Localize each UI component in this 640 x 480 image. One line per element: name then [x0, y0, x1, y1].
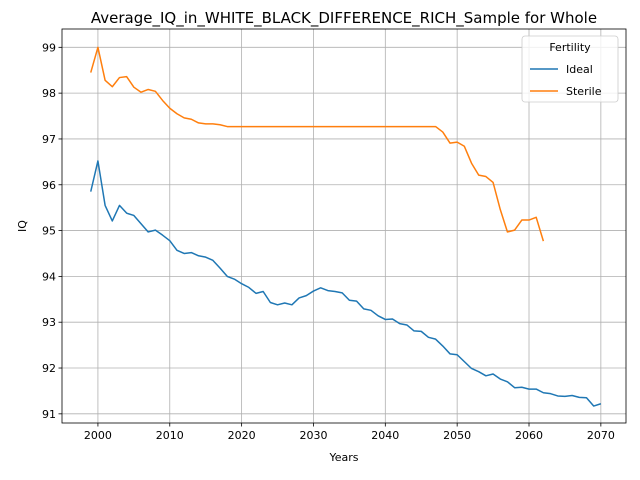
y-tick-label: 92	[42, 362, 56, 375]
legend-box	[521, 35, 619, 103]
x-tick-label: 2020	[228, 429, 256, 442]
series-line-sterile	[90, 46, 545, 242]
legend: Fertility Ideal Sterile	[521, 35, 619, 103]
legend-label-sterile: Sterile	[566, 85, 602, 98]
y-tick-label: 99	[42, 41, 56, 54]
x-axis-label: Years	[328, 451, 358, 464]
y-tick-label: 93	[42, 316, 56, 329]
x-tick-label: 2030	[299, 429, 327, 442]
chart-title: Average_IQ_in_WHITE_BLACK_DIFFERENCE_RIC…	[91, 9, 597, 28]
x-tick-label: 2040	[371, 429, 399, 442]
x-tick-label: 2010	[156, 429, 184, 442]
x-tick-label: 2060	[515, 429, 543, 442]
legend-title: Fertility	[549, 41, 591, 54]
y-axis-label: IQ	[16, 220, 29, 232]
y-tick-label: 91	[42, 408, 56, 421]
y-tick-label: 98	[42, 87, 56, 100]
plot-frame	[61, 28, 627, 424]
y-tick-label: 97	[42, 133, 56, 146]
series-lines	[90, 46, 602, 407]
x-tick-label: 2070	[587, 429, 615, 442]
x-tick-label: 2000	[84, 429, 112, 442]
series-line-ideal	[90, 160, 602, 407]
x-axis: 2000 2010 2020 2030 2040 2050 2060 2070	[84, 423, 615, 442]
y-axis: 91 92 93 94 95 96 97 98 99	[42, 41, 62, 421]
legend-label-ideal: Ideal	[566, 63, 593, 76]
y-tick-label: 96	[42, 179, 56, 192]
y-tick-label: 94	[42, 270, 56, 283]
x-tick-label: 2050	[443, 429, 471, 442]
y-tick-label: 95	[42, 225, 56, 238]
